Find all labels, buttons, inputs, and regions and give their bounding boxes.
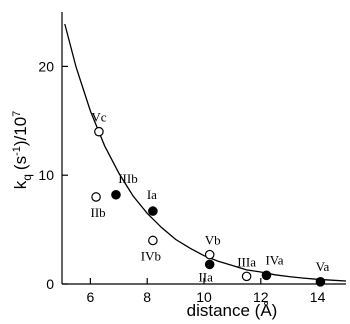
data-points: Vc IIb IVb Vb IIIa IIIb Ia IIa IVa Va [90, 110, 330, 287]
point-label-iiia: IIIa [237, 254, 256, 269]
data-point-ivb [148, 235, 158, 246]
y-ticks: 0 10 20 [38, 58, 68, 292]
y-axis-title-sup2: 7 [11, 111, 23, 117]
x-tick-label: 14 [310, 289, 326, 305]
y-tick-label: 20 [38, 58, 54, 74]
data-point-va [315, 277, 326, 287]
point-label-va: Va [316, 259, 330, 274]
y-tick-label: 0 [46, 276, 54, 292]
x-tick-label: 8 [143, 289, 151, 305]
x-tick-label: 10 [196, 289, 212, 305]
data-point-iiia [241, 271, 252, 282]
point-label-iia: IIa [198, 269, 213, 284]
point-label-iva: IVa [265, 252, 283, 267]
point-label-ia: Ia [147, 187, 157, 202]
data-point-vb [204, 249, 215, 260]
point-label-iiib: IIIb [118, 171, 138, 186]
x-tick-label: 12 [253, 289, 269, 305]
data-point-vc [94, 126, 104, 137]
data-point-iiib [111, 189, 121, 200]
data-point-iva [261, 270, 272, 281]
point-label-ivb: IVb [141, 248, 161, 263]
fit-curve [64, 23, 347, 282]
x-axis-title: distance (Å) [187, 301, 278, 320]
y-axis-title-close: )/10 [11, 117, 30, 146]
y-axis-title: kq (s-1)/107 [11, 111, 34, 190]
y-axis-title-sup1: -1 [11, 146, 23, 156]
data-point-iia [204, 259, 215, 270]
point-label-iib: IIb [90, 205, 105, 220]
point-label-vc: Vc [91, 110, 106, 125]
point-label-vb: Vb [205, 233, 221, 248]
y-axis-title-sub: q [20, 174, 34, 181]
y-tick-label: 10 [38, 167, 54, 183]
data-point-iib [91, 192, 101, 202]
y-axis-title-main: k [11, 180, 30, 189]
x-tick-label: 6 [87, 289, 95, 305]
y-axis-title-open: (s [11, 156, 30, 170]
data-point-ia [148, 206, 158, 216]
x-ticks: 6 8 10 12 14 [87, 278, 326, 305]
